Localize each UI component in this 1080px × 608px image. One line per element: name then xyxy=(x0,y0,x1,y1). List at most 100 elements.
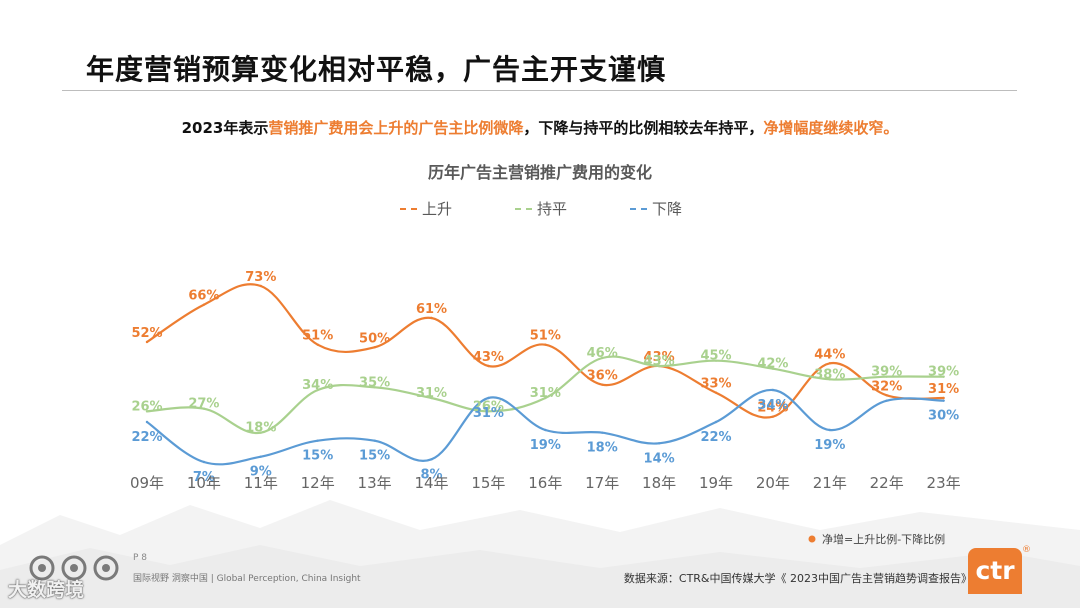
data-label: 51% xyxy=(530,329,561,344)
brand-registered-mark: ® xyxy=(1022,545,1031,555)
data-point xyxy=(942,396,945,400)
data-label: 15% xyxy=(302,449,333,464)
data-point xyxy=(714,391,718,394)
watermark-text: 大数跨境 xyxy=(8,579,85,601)
data-label: 34% xyxy=(757,398,788,413)
x-tick-label: 11年 xyxy=(244,474,278,492)
brand-logo-text: ctr xyxy=(975,556,1015,585)
page-title: 年度营销预算变化相对平稳，广告主开支谨慎 xyxy=(86,53,667,86)
data-point xyxy=(828,428,831,432)
data-label: 34% xyxy=(302,378,333,393)
data-label: 31% xyxy=(416,386,447,401)
data-point xyxy=(657,442,661,445)
data-point xyxy=(942,375,945,378)
data-point xyxy=(259,431,262,434)
x-tick-label: 14年 xyxy=(414,474,448,492)
data-label: 27% xyxy=(188,397,219,412)
x-tick-label: 13年 xyxy=(358,474,392,492)
data-point xyxy=(544,428,547,432)
data-point xyxy=(259,284,262,288)
data-point xyxy=(202,407,206,410)
data-point xyxy=(316,388,319,392)
x-tick-label: 10年 xyxy=(187,474,221,492)
data-label: 33% xyxy=(700,377,731,392)
data-label: 73% xyxy=(245,270,276,285)
data-point xyxy=(430,458,433,461)
data-point xyxy=(202,303,206,306)
chart-x-axis: 09年 10年 11年 12年 13年 14年 15年 16年 17年 18年 19年 20年 21年 2… xyxy=(130,474,961,492)
legend-label-1: 持平 xyxy=(537,200,567,218)
data-point xyxy=(487,364,490,368)
x-tick-label: 18年 xyxy=(642,474,676,492)
x-tick-label: 12年 xyxy=(301,474,335,492)
chart-value-labels: 52% 66% 73% 51% 50% 61% 43% 51% 36% 43% 33% 24% 44% 3… xyxy=(131,270,959,485)
data-label: 51% xyxy=(302,329,333,344)
data-point xyxy=(714,359,718,362)
data-label: 43% xyxy=(644,350,675,365)
page-number: P 8 xyxy=(133,553,148,563)
x-tick-label: 17年 xyxy=(585,474,619,492)
data-point xyxy=(145,420,149,424)
data-label: 43% xyxy=(473,350,504,365)
data-label: 36% xyxy=(587,369,618,384)
data-point xyxy=(487,410,490,413)
data-label: 39% xyxy=(928,365,959,380)
data-label: 31% xyxy=(530,386,561,401)
x-tick-label: 09年 xyxy=(130,474,164,492)
data-point xyxy=(430,396,433,400)
data-label: 66% xyxy=(188,289,219,304)
data-label: 43% xyxy=(644,354,675,369)
data-label: 42% xyxy=(757,357,788,372)
data-point xyxy=(771,415,775,418)
footer-slogan: 国际视野 洞察中国 | Global Perception, China Ins… xyxy=(133,574,361,584)
data-point xyxy=(828,378,831,381)
data-point xyxy=(544,343,547,346)
data-label: 19% xyxy=(814,438,845,453)
chart-title: 历年广告主营销推广费用的变化 xyxy=(428,163,652,182)
data-label: 24% xyxy=(757,401,788,416)
subtitle-highlight-1: 营销推广费用会上升的广告主比例微降 xyxy=(268,119,524,137)
x-tick-label: 16年 xyxy=(528,474,562,492)
x-tick-label: 21年 xyxy=(813,474,847,492)
data-point xyxy=(771,367,775,370)
data-point xyxy=(601,383,604,386)
data-point xyxy=(828,362,831,365)
data-label: 8% xyxy=(420,467,442,482)
data-point xyxy=(373,346,376,349)
data-point xyxy=(942,399,945,402)
data-label: 38% xyxy=(814,367,845,382)
data-label: 22% xyxy=(700,430,731,445)
subtitle: 2023年表示营销推广费用会上升的广告主比例微降，下降与持平的比例相较去年持平，… xyxy=(0,117,1080,138)
data-label: 39% xyxy=(871,365,902,380)
data-label: 52% xyxy=(131,326,162,341)
data-label: 18% xyxy=(245,421,276,436)
data-label: 9% xyxy=(250,465,272,480)
data-point xyxy=(202,460,206,464)
data-point xyxy=(885,394,888,397)
data-point xyxy=(885,399,888,402)
data-point xyxy=(601,431,604,434)
annotation-bullet xyxy=(808,535,816,543)
data-label: 7% xyxy=(193,470,215,485)
data-label: 19% xyxy=(530,438,561,453)
x-tick-label: 23年 xyxy=(927,474,961,492)
data-label: 35% xyxy=(359,375,390,390)
x-tick-label: 15年 xyxy=(471,474,505,492)
data-point xyxy=(316,343,319,346)
data-point xyxy=(316,439,319,442)
data-point xyxy=(885,375,888,378)
data-point xyxy=(259,455,262,458)
data-point xyxy=(145,340,149,344)
data-label: 46% xyxy=(587,346,618,361)
data-label: 30% xyxy=(928,409,959,424)
data-point xyxy=(145,410,149,413)
chart-series-lines xyxy=(145,283,945,466)
data-label: 45% xyxy=(700,349,731,364)
x-tick-label: 20年 xyxy=(756,474,790,492)
chart-annotation: 净增=上升比例-下降比例 xyxy=(808,532,945,546)
data-source: 数据来源：CTR&中国传媒大学《 2023中国广告主营销趋势调查报告》 xyxy=(623,572,972,585)
data-point xyxy=(601,356,604,360)
chart-legend: 上升 持平 下降 xyxy=(400,200,682,218)
